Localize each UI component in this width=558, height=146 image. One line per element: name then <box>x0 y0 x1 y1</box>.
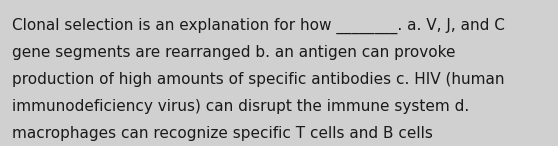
Text: Clonal selection is an explanation for how ________. a. V, J, and C: Clonal selection is an explanation for h… <box>12 18 505 34</box>
Text: production of high amounts of specific antibodies c. HIV (human: production of high amounts of specific a… <box>12 72 505 87</box>
Text: macrophages can recognize specific T cells and B cells: macrophages can recognize specific T cel… <box>12 126 433 141</box>
Text: immunodeficiency virus) can disrupt the immune system d.: immunodeficiency virus) can disrupt the … <box>12 99 469 114</box>
Text: gene segments are rearranged b. an antigen can provoke: gene segments are rearranged b. an antig… <box>12 45 456 60</box>
